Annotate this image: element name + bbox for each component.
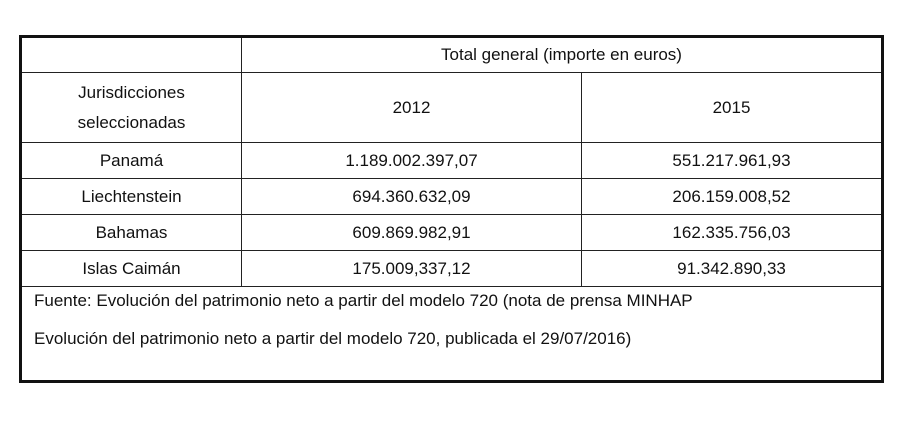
table-cell: 694.360.632,09: [241, 178, 582, 215]
data-table: Total general (importe en euros) Jurisdi…: [19, 35, 884, 383]
table-cell: Panamá: [20, 142, 242, 179]
column-header: Jurisdicciones seleccionadas: [20, 72, 242, 143]
source-line: Evolución del patrimonio neto a partir d…: [34, 329, 632, 348]
table-row: Liechtenstein 694.360.632,09 206.159.008,5…: [20, 178, 883, 215]
table-cell: 91.342.890,33: [581, 250, 883, 287]
source-cell: Fuente: Evolución del patrimonio neto a …: [20, 286, 883, 382]
table-cell: Islas Caimán: [20, 250, 242, 287]
table-cell: 206.159.008,52: [581, 178, 883, 215]
table-cell: 175.009,337,12: [241, 250, 582, 287]
empty-cell: [20, 36, 242, 73]
table-row: Panamá 1.189.002.397,07 551.217.961,93: [20, 142, 883, 179]
table-cell: 1.189.002.397,07: [241, 142, 582, 179]
table-cell: Bahamas: [20, 214, 242, 251]
table-cell: 551.217.961,93: [581, 142, 883, 179]
column-header: 2012: [241, 72, 582, 143]
source-row: Fuente: Evolución del patrimonio neto a …: [20, 286, 883, 382]
table-cell: 609.869.982,91: [241, 214, 582, 251]
table-body: Total general (importe en euros) Jurisdi…: [20, 36, 883, 382]
table-row: Bahamas 609.869.982,91 162.335.756,03: [20, 214, 883, 251]
table-row: Islas Caimán 175.009,337,12 91.342.890,33: [20, 250, 883, 287]
group-header: Total general (importe en euros): [241, 36, 883, 73]
header-row: Total general (importe en euros): [20, 36, 883, 73]
column-header: 2015: [581, 72, 883, 143]
table-cell: Liechtenstein: [20, 178, 242, 215]
column-row: Jurisdicciones seleccionadas 2012 2015: [20, 72, 883, 143]
source-line: Fuente: Evolución del patrimonio neto a …: [34, 291, 693, 310]
column-header-text: Jurisdicciones seleccionadas: [77, 82, 186, 132]
table-cell: 162.335.756,03: [581, 214, 883, 251]
